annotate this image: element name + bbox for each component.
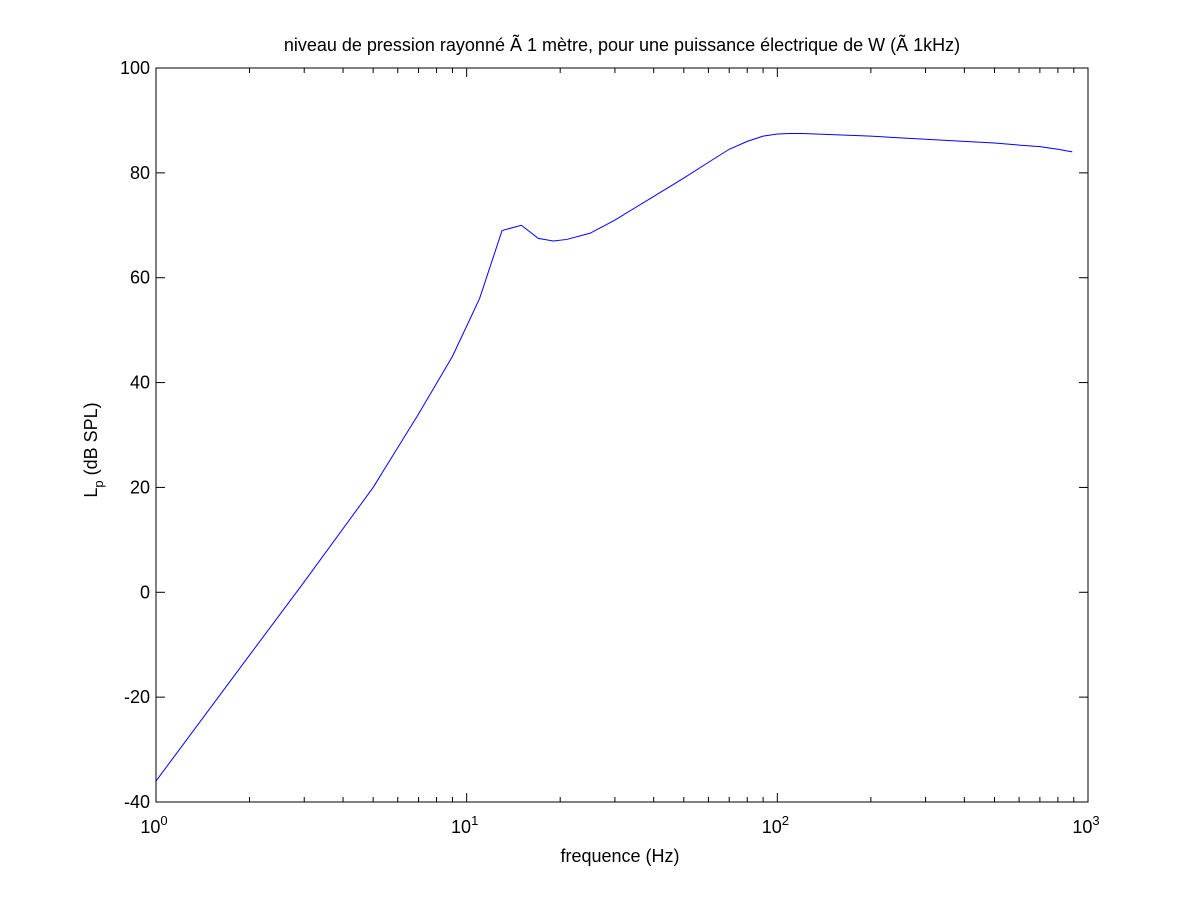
y-tick-label: 0 [140,582,150,602]
y-axis-label: Lp (dB SPL) [81,402,106,497]
y-tick-label: -20 [124,687,150,707]
series-line [155,133,1073,782]
axis-ticks [155,67,1089,803]
axis-tick-labels: -40 -20 0 20 40 60 80 100 100 101 102 103 [120,58,1100,837]
x-tick-label: 100 [140,813,167,837]
y-tick-label: 20 [130,477,150,497]
plot-frame [155,67,1089,803]
y-tick-label: 100 [120,58,150,78]
y-tick-label: -40 [124,792,150,812]
x-axis-label: frequence (Hz) [560,846,679,866]
y-tick-label: 40 [130,373,150,393]
y-tick-label: 80 [130,163,150,183]
x-tick-label: 103 [1072,813,1099,837]
y-axis-label-main: L [81,488,101,498]
y-axis-label-unit: (dB SPL) [81,402,101,480]
x-tick-label: 101 [451,813,478,837]
series-lines [155,133,1073,782]
y-axis-label-subscript: p [91,480,106,487]
chart-title: niveau de pression rayonné Ã 1 mètre, po… [284,34,960,55]
x-tick-label: 102 [762,813,789,837]
plot-area [156,68,1088,802]
y-tick-label: 60 [130,268,150,288]
